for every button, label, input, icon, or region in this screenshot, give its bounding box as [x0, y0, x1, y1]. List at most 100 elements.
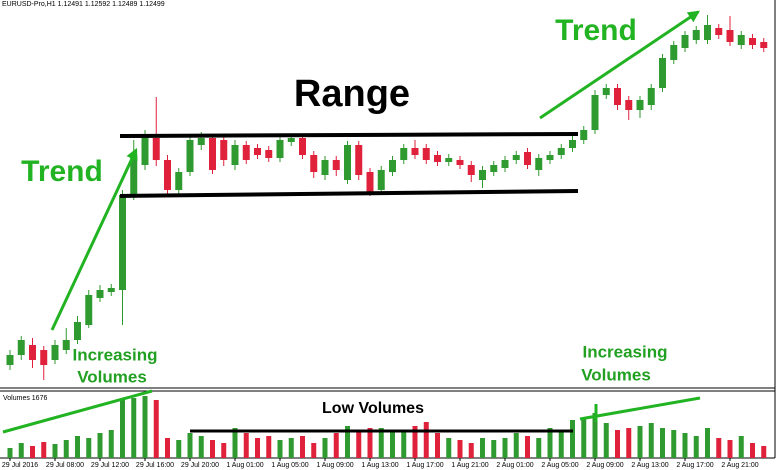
x-tick-label: 1 Aug 21:00	[451, 462, 488, 469]
volume-bar	[671, 430, 677, 458]
volume-bar	[322, 438, 328, 458]
candle-body	[344, 145, 351, 180]
volume-bar	[198, 436, 204, 458]
candle-body	[524, 152, 531, 165]
volume-bar	[367, 428, 373, 458]
x-tick-label: 29 Jul 12:00	[91, 462, 129, 469]
range-line	[119, 189, 579, 198]
volume-bar	[660, 428, 665, 458]
volume-bar	[603, 423, 609, 458]
annotation: Increasing	[582, 342, 667, 361]
volume-bar	[345, 426, 350, 458]
x-tick-label: 2 Aug 17:00	[676, 462, 713, 469]
volume-bar	[525, 436, 530, 458]
candle-body	[310, 155, 318, 172]
volume-bar	[390, 430, 395, 458]
candle-body	[209, 138, 216, 170]
candle-body	[400, 148, 408, 160]
volume-bar	[570, 420, 575, 458]
volume-bar	[738, 436, 744, 458]
volume-trend-line	[2, 389, 153, 434]
candle-body	[107, 288, 115, 292]
volume-bar	[558, 430, 564, 458]
x-tick-label: 29 Jul 08:00	[46, 462, 84, 469]
volume-bar	[457, 440, 463, 458]
candle-body	[591, 95, 599, 130]
candle-body	[29, 345, 36, 360]
volume-bar	[412, 426, 418, 458]
header: EURUSD-Pro,H1 1.12491 1.12592 1.12489 1.…	[2, 1, 165, 8]
candle-body	[85, 295, 93, 325]
candle-body	[152, 138, 160, 160]
volume-bar	[491, 440, 497, 458]
annotation: Trend	[21, 155, 103, 188]
volume-bar	[86, 438, 92, 458]
volume-bar	[761, 446, 767, 458]
candle-body	[265, 150, 273, 158]
volume-bar	[378, 428, 384, 458]
candle-body	[321, 160, 329, 175]
volume-bar	[232, 428, 238, 458]
annotation: Range	[294, 73, 410, 115]
candle-body	[51, 345, 59, 360]
volume-bar	[18, 443, 24, 458]
volume-label: Volumes 1676	[3, 395, 47, 402]
candle-body	[287, 138, 295, 142]
candle-body	[411, 148, 419, 155]
candle-body	[220, 140, 228, 160]
candle-body	[636, 100, 644, 110]
volume-bar	[266, 436, 272, 458]
candle-body	[119, 195, 126, 290]
candle-body	[692, 30, 700, 40]
volume-bar	[187, 433, 193, 458]
volume-bar	[277, 440, 283, 458]
candle-body	[299, 138, 306, 155]
volume-bar	[333, 433, 339, 458]
candle-body	[546, 155, 554, 160]
candle-body	[456, 160, 464, 165]
marks: 29 Jul 2016 29 Jul 08:00 29 Jul 12:00 29 Ju…	[2, 15, 768, 469]
candle-body	[254, 148, 261, 155]
candle-body	[197, 138, 205, 145]
volume-bar	[648, 423, 654, 458]
volume-bar	[682, 433, 688, 458]
candle-body	[602, 88, 610, 95]
annotation: Low Volumes	[322, 400, 424, 417]
volume-bar	[716, 438, 722, 458]
volume-bar	[41, 442, 47, 458]
volume-bar	[626, 428, 632, 458]
volume-bar	[423, 422, 429, 458]
volume-bar	[142, 396, 148, 458]
candle-body	[625, 100, 633, 110]
volume-bar	[750, 443, 755, 458]
volume-bar	[581, 418, 587, 458]
candle-body	[445, 158, 453, 162]
candle-body	[186, 140, 194, 172]
volume-bar	[288, 438, 294, 458]
volume-bar	[131, 398, 137, 458]
volume-bar	[221, 443, 227, 458]
volume-bar	[165, 438, 170, 458]
x-tick-label: 2 Aug 13:00	[631, 462, 668, 469]
volume-bar	[311, 443, 317, 458]
x-tick-label: 2 Aug 05:00	[541, 462, 578, 469]
candle-body	[490, 165, 498, 172]
annotation-lines	[2, 10, 701, 434]
volume-bar	[401, 432, 407, 458]
volume-bar	[153, 400, 159, 458]
candle-body	[760, 42, 768, 48]
volume-bar	[637, 426, 643, 458]
candle-body	[366, 172, 374, 192]
volume-bar	[592, 413, 598, 458]
volume-bar	[97, 433, 103, 458]
volume-bar	[7, 448, 13, 458]
volume-bar	[547, 428, 553, 458]
candle-body	[726, 30, 734, 42]
volume-bar	[705, 428, 710, 458]
annotation: Trend	[555, 14, 637, 47]
candle-body	[355, 145, 363, 175]
candle-body	[557, 148, 565, 155]
candle-body	[130, 155, 138, 195]
candle-body	[704, 25, 711, 40]
